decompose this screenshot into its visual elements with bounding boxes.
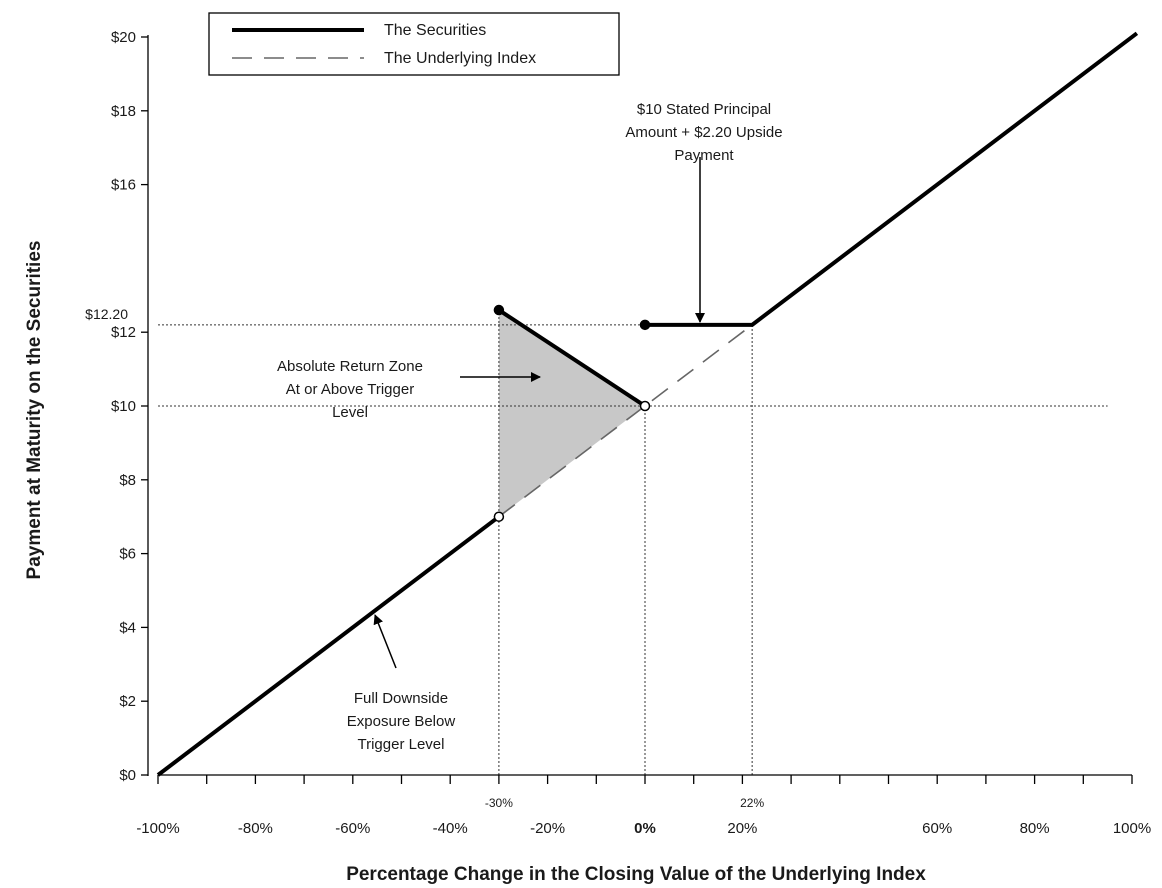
legend-label-underlying: The Underlying Index	[384, 50, 536, 67]
x-tick-label-0: 0%	[634, 820, 656, 837]
annotation-upside-payment-line-2: Payment	[674, 147, 734, 164]
series-the-securities-segment-1	[497, 308, 647, 408]
annotation-full-downside-line-0: Full Downside	[354, 690, 448, 707]
x-tick-label-60: 60%	[922, 820, 952, 837]
x-extra-label-30: -30%	[485, 796, 513, 810]
x-extra-label-22: 22%	[740, 796, 764, 810]
annotation-absolute-return-zone-line-2: Level	[332, 404, 368, 421]
x-tick-label-80: -80%	[238, 820, 273, 837]
y-tick-label-18: $18	[111, 103, 136, 120]
x-tick-label-40: -40%	[433, 820, 468, 837]
y-tick-label-6: $6	[119, 546, 136, 563]
annotation-absolute-return-zone-line-0: Absolute Return Zone	[277, 358, 423, 375]
y-extra-label-12-2: $12.20	[85, 306, 128, 322]
shaded-absolute-return-zone	[498, 310, 645, 517]
legend-box	[208, 12, 620, 76]
annotation-full-downside-line-2: Trigger Level	[358, 736, 445, 753]
annotation-upside-payment-line-0: $10 Stated Principal	[637, 101, 771, 118]
x-tick-label-60: -60%	[335, 820, 370, 837]
x-axis-title: Percentage Change in the Closing Value o…	[346, 864, 926, 885]
annotation-upside-payment: $10 Stated Principal Amount + $2.20 Upsid…	[625, 101, 782, 164]
marker-filled-2	[493, 304, 505, 316]
x-tick-label-20: 20%	[727, 820, 757, 837]
annotation-full-downside-arrow	[373, 614, 397, 669]
x-tick-label-100: 100%	[1113, 820, 1151, 837]
annotations-layer: $10 Stated Principal Amount + $2.20 Upsid…	[277, 101, 783, 753]
y-tick-label-12: $12	[111, 324, 136, 341]
y-tick-label-8: $8	[119, 472, 136, 489]
series-the-underlying-index-segment-0	[498, 324, 753, 518]
marker-open-1	[639, 400, 651, 412]
y-tick-label-16: $16	[111, 177, 136, 194]
markers-layer	[493, 304, 651, 522]
x-tick-label-20: -20%	[530, 820, 565, 837]
series-the-securities-segment-2	[645, 31, 1139, 327]
annotation-upside-payment-line-1: Amount + $2.20 Upside	[625, 124, 782, 141]
annotation-full-downside-line-1: Exposure Below	[347, 713, 456, 730]
y-tick-label-10: $10	[111, 398, 136, 415]
marker-open-0	[493, 511, 505, 522]
annotation-absolute-return-zone-line-1: At or Above Trigger	[286, 381, 414, 398]
legend: The Securities The Underlying Index	[208, 12, 620, 76]
y-axis-title: Payment at Maturity on the Securities	[24, 241, 45, 580]
annotation-full-downside: Full Downside Exposure Below Trigger Level	[347, 690, 456, 753]
marker-filled-3	[639, 319, 651, 331]
y-tick-label-2: $2	[119, 693, 136, 710]
series-layer	[156, 31, 1139, 777]
y-tick-label-4: $4	[119, 619, 136, 636]
y-tick-label-0: $0	[119, 767, 136, 784]
shaded-region-layer	[498, 310, 645, 517]
series-the-securities-segment-0	[156, 515, 501, 777]
legend-label-securities: The Securities	[384, 22, 486, 39]
x-tick-label-100: -100%	[136, 820, 179, 837]
x-tick-label-80: 80%	[1020, 820, 1050, 837]
annotation-absolute-return-zone: Absolute Return Zone At or Above Trigger L…	[277, 358, 423, 421]
reference-lines-layer	[158, 310, 1108, 775]
axes-layer: $0 $2 $4 $6 $8 $10 $12 $16 $18 $20 $12.20 -100% -80%…	[85, 29, 1151, 837]
y-tick-label-20: $20	[111, 29, 136, 46]
